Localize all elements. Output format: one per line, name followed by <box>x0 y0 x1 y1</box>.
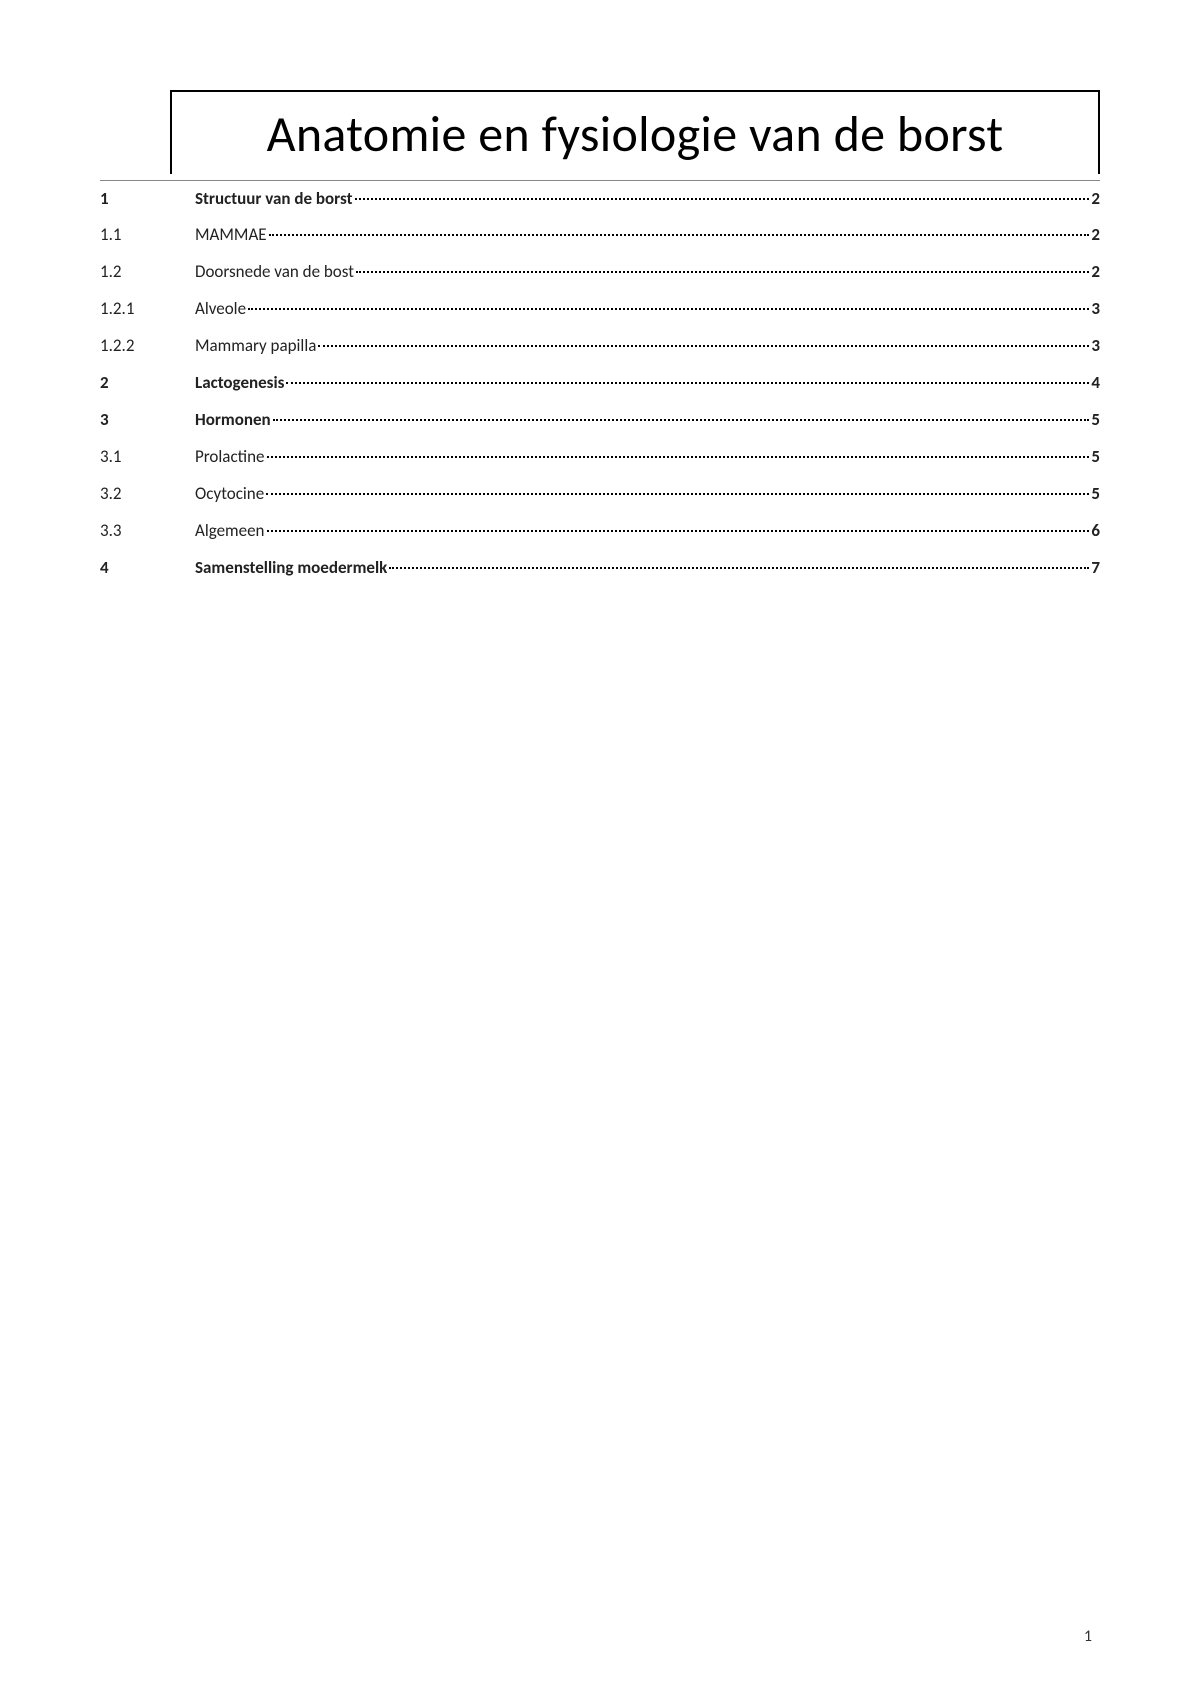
toc-page: 5 <box>1091 446 1100 469</box>
toc-title: MAMMAE <box>195 224 267 247</box>
toc-page: 6 <box>1091 520 1100 543</box>
toc-title: Ocytocine <box>195 483 264 506</box>
toc-page: 5 <box>1091 483 1100 506</box>
toc-row: 2Lactogenesis 4 <box>100 365 1100 402</box>
toc-number: 1.1 <box>100 224 195 247</box>
toc-leader <box>389 554 1089 569</box>
toc-title: Prolactine <box>195 446 265 469</box>
toc-page: 5 <box>1091 409 1100 432</box>
toc-title: Algemeen <box>195 520 265 543</box>
toc-leader <box>355 184 1090 199</box>
page-number: 1 <box>1084 1627 1092 1646</box>
toc-page: 3 <box>1091 335 1100 358</box>
toc-number: 1.2 <box>100 261 195 284</box>
toc-number: 1.2.1 <box>100 298 195 321</box>
toc-row: 1.2Doorsnede van de bost 2 <box>100 254 1100 291</box>
toc-leader <box>269 221 1090 236</box>
toc-leader <box>266 480 1089 495</box>
toc-page: 2 <box>1091 224 1100 247</box>
toc-title: Mammary papilla <box>195 335 316 358</box>
toc-number: 3.3 <box>100 520 195 543</box>
toc-number: 3.2 <box>100 483 195 506</box>
toc-number: 1 <box>100 188 195 211</box>
toc-number: 1.2.2 <box>100 335 195 358</box>
toc-leader <box>267 443 1090 458</box>
toc-number: 4 <box>100 557 195 580</box>
toc-leader <box>286 369 1089 384</box>
toc-row: 1.1MAMMAE 2 <box>100 217 1100 254</box>
toc-row: 3.2Ocytocine 5 <box>100 476 1100 513</box>
title-box: Anatomie en fysiologie van de borst <box>170 90 1100 174</box>
toc-row: 3.1Prolactine 5 <box>100 439 1100 476</box>
toc-title: Structuur van de borst <box>195 188 353 211</box>
toc-page: 7 <box>1091 557 1100 580</box>
toc-leader <box>267 517 1090 532</box>
toc-page: 4 <box>1091 372 1100 395</box>
toc-leader <box>273 406 1090 421</box>
toc-leader <box>356 258 1089 273</box>
toc-row: 3Hormonen 5 <box>100 402 1100 439</box>
toc-leader <box>318 332 1089 347</box>
toc-number: 3 <box>100 409 195 432</box>
toc-title: Alveole <box>195 298 246 321</box>
toc-row: 1.2.2Mammary papilla 3 <box>100 328 1100 365</box>
toc-row: 1.2.1Alveole 3 <box>100 291 1100 328</box>
toc-title: Lactogenesis <box>195 372 284 395</box>
toc-number: 2 <box>100 372 195 395</box>
toc-row: 3.3Algemeen 6 <box>100 513 1100 550</box>
toc-number: 3.1 <box>100 446 195 469</box>
toc-page: 3 <box>1091 298 1100 321</box>
toc-leader <box>248 295 1089 310</box>
toc-title: Samenstelling moedermelk <box>195 557 387 580</box>
toc-row: 4Samenstelling moedermelk 7 <box>100 550 1100 587</box>
toc-page: 2 <box>1091 188 1100 211</box>
toc-row: 1Structuur van de borst 2 <box>100 181 1100 218</box>
toc-page: 2 <box>1091 261 1100 284</box>
toc-title: Doorsnede van de bost <box>195 261 354 284</box>
table-of-contents: 1Structuur van de borst21.1MAMMAE21.2Doo… <box>100 180 1100 587</box>
toc-title: Hormonen <box>195 409 271 432</box>
page-title: Anatomie en fysiologie van de borst <box>192 106 1078 164</box>
